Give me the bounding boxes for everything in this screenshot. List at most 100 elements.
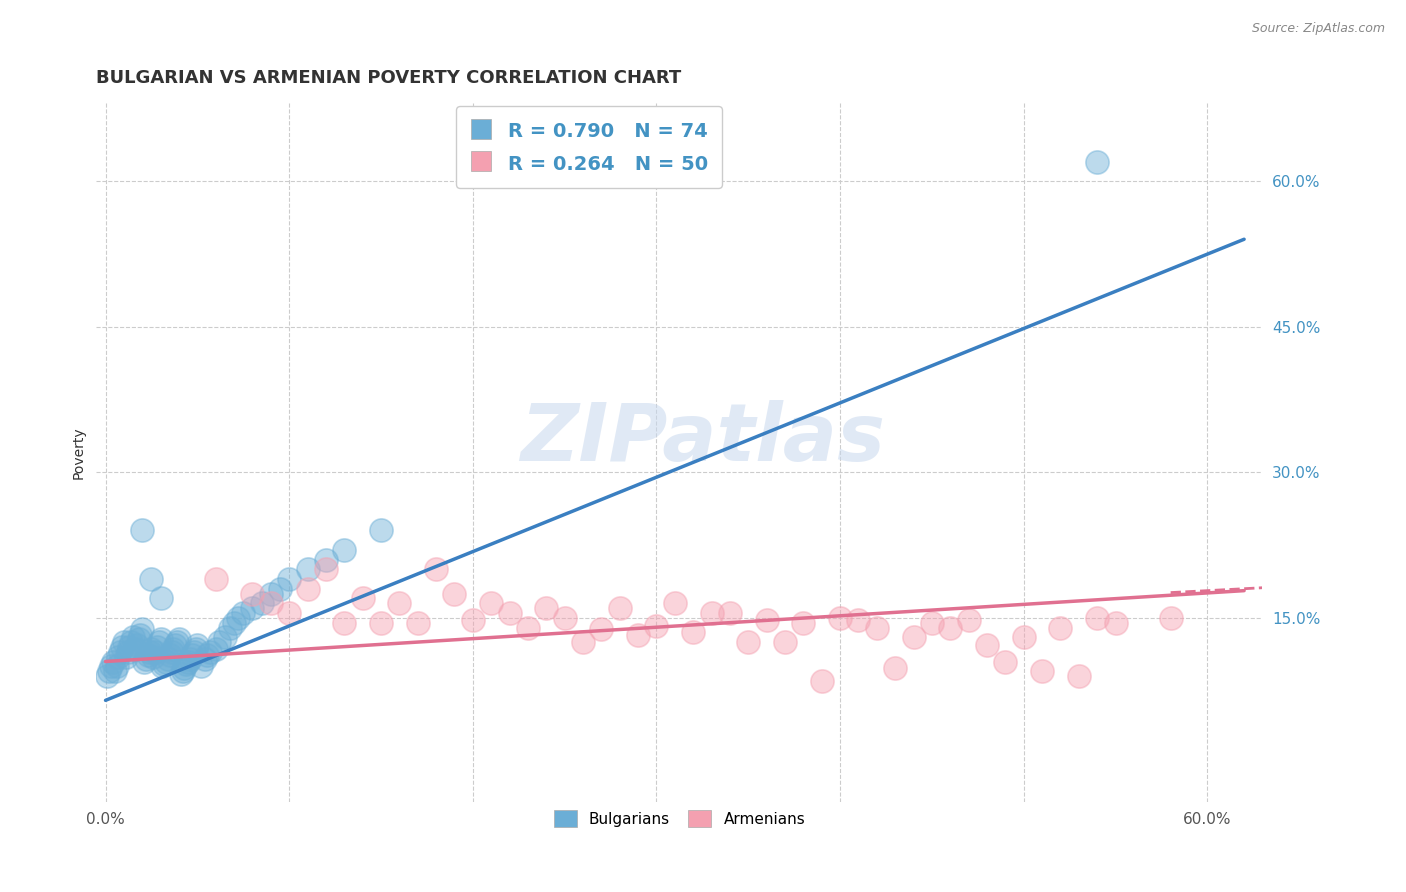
Point	[122, 630, 145, 644]
Point	[204, 641, 226, 656]
Point	[1085, 154, 1108, 169]
Text: ZIPatlas: ZIPatlas	[520, 400, 886, 478]
Point	[957, 613, 980, 627]
Point	[250, 596, 273, 610]
Point	[173, 661, 195, 675]
Point	[214, 630, 236, 644]
Point	[425, 562, 447, 576]
Point	[132, 655, 155, 669]
Point	[184, 641, 207, 656]
Point	[810, 673, 832, 688]
Point	[609, 601, 631, 615]
Point	[204, 572, 226, 586]
Point	[232, 606, 254, 620]
Point	[645, 618, 668, 632]
Point	[1085, 611, 1108, 625]
Point	[101, 655, 124, 669]
Point	[149, 632, 172, 647]
Point	[98, 664, 121, 678]
Point	[117, 645, 139, 659]
Point	[1031, 664, 1053, 678]
Point	[170, 667, 193, 681]
Point	[156, 651, 179, 665]
Point	[461, 613, 484, 627]
Point	[1049, 621, 1071, 635]
Point	[260, 586, 283, 600]
Point	[315, 552, 337, 566]
Point	[939, 621, 962, 635]
Point	[104, 664, 127, 678]
Point	[242, 586, 264, 600]
Point	[352, 591, 374, 606]
Point	[1160, 611, 1182, 625]
Point	[333, 542, 356, 557]
Point	[333, 615, 356, 630]
Point	[388, 596, 411, 610]
Point	[131, 623, 153, 637]
Point	[105, 659, 128, 673]
Point	[370, 524, 392, 538]
Text: Source: ZipAtlas.com: Source: ZipAtlas.com	[1251, 22, 1385, 36]
Point	[994, 655, 1017, 669]
Point	[143, 645, 166, 659]
Point	[773, 635, 796, 649]
Point	[443, 586, 465, 600]
Point	[269, 582, 291, 596]
Point	[370, 615, 392, 630]
Point	[159, 648, 181, 662]
Point	[180, 648, 202, 662]
Point	[406, 615, 429, 630]
Point	[149, 591, 172, 606]
Point	[718, 606, 741, 620]
Point	[219, 621, 242, 635]
Point	[153, 657, 176, 672]
Point	[498, 606, 520, 620]
Point	[138, 645, 160, 659]
Point	[120, 635, 142, 649]
Point	[1067, 669, 1090, 683]
Point	[1012, 630, 1035, 644]
Point	[186, 638, 208, 652]
Point	[682, 625, 704, 640]
Point	[96, 669, 118, 683]
Point	[100, 659, 122, 673]
Point	[297, 562, 319, 576]
Point	[700, 606, 723, 620]
Point	[177, 655, 200, 669]
Point	[141, 641, 163, 656]
Text: BULGARIAN VS ARMENIAN POVERTY CORRELATION CHART: BULGARIAN VS ARMENIAN POVERTY CORRELATIO…	[97, 69, 682, 87]
Point	[131, 524, 153, 538]
Point	[222, 615, 245, 630]
Point	[278, 606, 301, 620]
Point	[128, 632, 150, 647]
Point	[737, 635, 759, 649]
Point	[830, 611, 852, 625]
Point	[260, 596, 283, 610]
Point	[976, 638, 998, 652]
Point	[297, 582, 319, 596]
Point	[179, 651, 201, 665]
Point	[627, 628, 650, 642]
Point	[200, 645, 222, 659]
Point	[208, 635, 231, 649]
Point	[315, 562, 337, 576]
Point	[242, 601, 264, 615]
Point	[152, 659, 174, 673]
Point	[195, 648, 218, 662]
Point	[162, 641, 184, 656]
Point	[166, 635, 188, 649]
Point	[107, 649, 129, 664]
Point	[167, 632, 190, 647]
Legend: Bulgarians, Armenians: Bulgarians, Armenians	[547, 805, 811, 833]
Point	[516, 621, 538, 635]
Point	[884, 661, 907, 675]
Point	[921, 615, 943, 630]
Point	[118, 640, 141, 654]
Y-axis label: Poverty: Poverty	[72, 426, 86, 479]
Point	[141, 572, 163, 586]
Point	[155, 655, 177, 669]
Point	[848, 613, 870, 627]
Point	[160, 645, 183, 659]
Point	[278, 572, 301, 586]
Point	[125, 638, 148, 652]
